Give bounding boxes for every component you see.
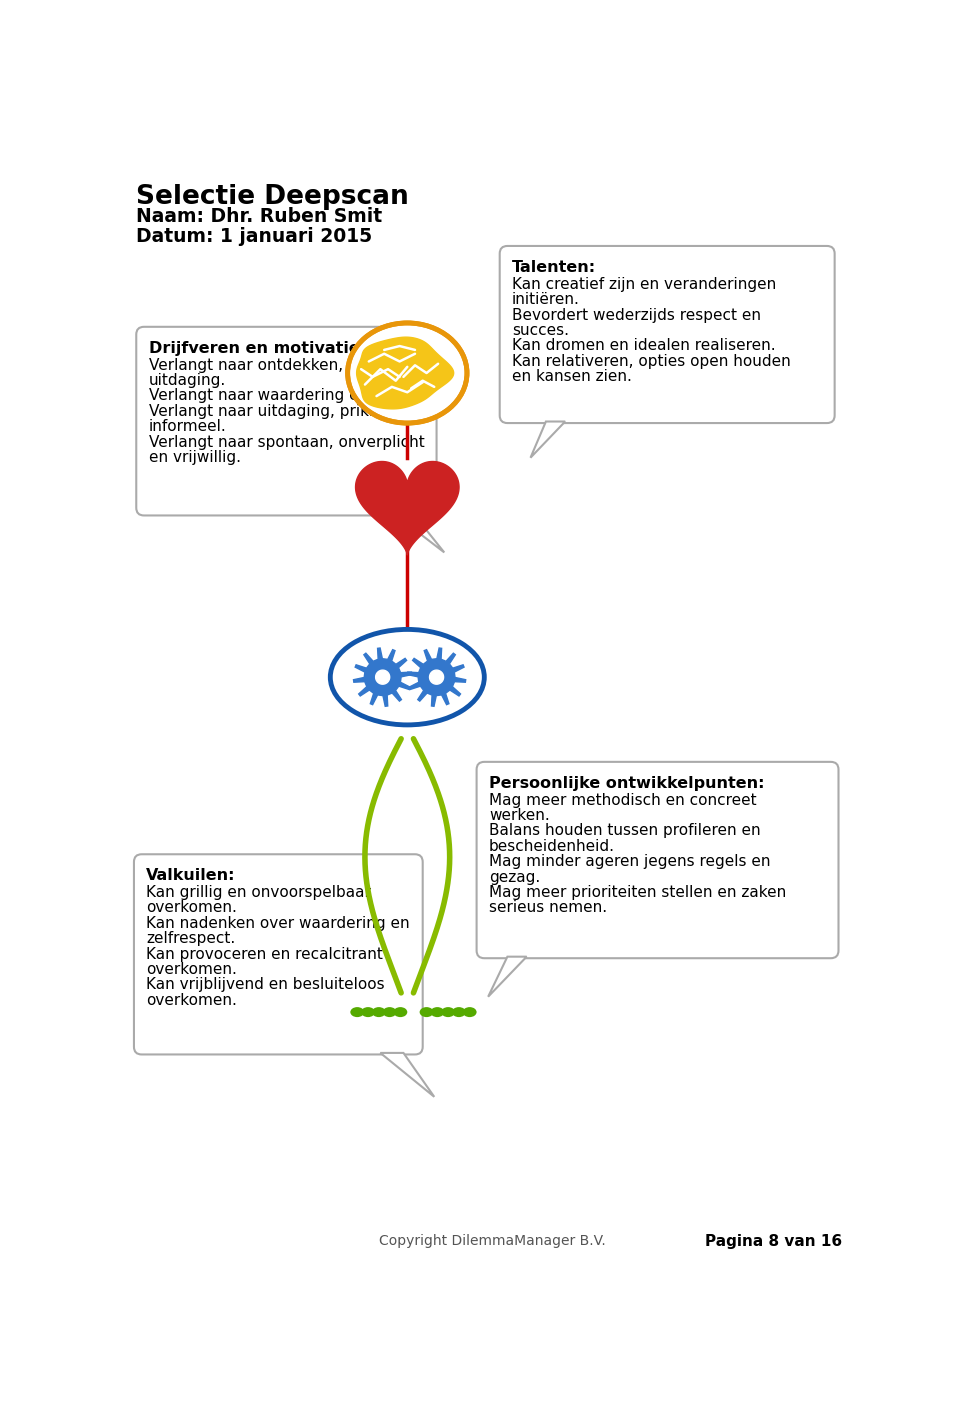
- Text: Copyright DilemmaManager B.V.: Copyright DilemmaManager B.V.: [378, 1233, 606, 1247]
- FancyBboxPatch shape: [476, 762, 838, 959]
- Polygon shape: [353, 648, 412, 707]
- Text: Mag meer prioriteiten stellen en zaken: Mag meer prioriteiten stellen en zaken: [489, 886, 786, 900]
- Text: Verlangt naar waardering en respect.: Verlangt naar waardering en respect.: [149, 389, 435, 404]
- Ellipse shape: [420, 1007, 434, 1017]
- Text: uitdaging.: uitdaging.: [149, 373, 226, 389]
- Text: informeel.: informeel.: [149, 420, 227, 434]
- Polygon shape: [395, 514, 444, 552]
- Text: overkomen.: overkomen.: [146, 993, 237, 1008]
- Text: en kansen zien.: en kansen zien.: [512, 369, 632, 384]
- Text: Drijfveren en motivatie:: Drijfveren en motivatie:: [149, 341, 366, 356]
- Polygon shape: [531, 421, 565, 458]
- Ellipse shape: [394, 1007, 407, 1017]
- FancyBboxPatch shape: [500, 246, 834, 422]
- Text: zelfrespect.: zelfrespect.: [146, 931, 235, 946]
- Text: Kan vrijblijvend en besluiteloos: Kan vrijblijvend en besluiteloos: [146, 977, 385, 993]
- Text: Kan creatief zijn en veranderingen: Kan creatief zijn en veranderingen: [512, 277, 777, 291]
- Text: Kan relativeren, opties open houden: Kan relativeren, opties open houden: [512, 353, 791, 369]
- Text: Valkuilen:: Valkuilen:: [146, 869, 236, 883]
- Text: Persoonlijke ontwikkelpunten:: Persoonlijke ontwikkelpunten:: [489, 776, 764, 791]
- Text: Selectie Deepscan: Selectie Deepscan: [136, 184, 409, 210]
- Ellipse shape: [452, 1007, 466, 1017]
- Text: overkomen.: overkomen.: [146, 962, 237, 977]
- Ellipse shape: [463, 1007, 476, 1017]
- Polygon shape: [407, 648, 466, 707]
- Polygon shape: [356, 337, 454, 408]
- Ellipse shape: [350, 1007, 364, 1017]
- Ellipse shape: [430, 1007, 444, 1017]
- Text: Talenten:: Talenten:: [512, 260, 596, 275]
- Text: Balans houden tussen profileren en: Balans houden tussen profileren en: [489, 824, 760, 838]
- Polygon shape: [380, 1053, 434, 1097]
- FancyBboxPatch shape: [136, 327, 437, 515]
- Text: serieus nemen.: serieus nemen.: [489, 901, 607, 915]
- Text: overkomen.: overkomen.: [146, 901, 237, 915]
- Ellipse shape: [361, 1007, 375, 1017]
- Text: Kan nadenken over waardering en: Kan nadenken over waardering en: [146, 915, 410, 931]
- Text: Mag meer methodisch en concreet: Mag meer methodisch en concreet: [489, 793, 756, 808]
- Text: succes.: succes.: [512, 322, 569, 338]
- Polygon shape: [355, 462, 459, 555]
- FancyBboxPatch shape: [134, 855, 422, 1055]
- Text: Kan grillig en onvoorspelbaar: Kan grillig en onvoorspelbaar: [146, 886, 372, 900]
- Text: Verlangt naar ontdekken, avontuur en: Verlangt naar ontdekken, avontuur en: [149, 358, 441, 373]
- Text: bescheidenheid.: bescheidenheid.: [489, 839, 615, 853]
- Polygon shape: [488, 956, 527, 997]
- Ellipse shape: [383, 1007, 396, 1017]
- Text: Naam: Dhr. Ruben Smit: Naam: Dhr. Ruben Smit: [136, 207, 382, 227]
- Text: en vrijwillig.: en vrijwillig.: [149, 451, 241, 465]
- Text: werken.: werken.: [489, 808, 550, 824]
- Text: Bevordert wederzijds respect en: Bevordert wederzijds respect en: [512, 307, 761, 322]
- Text: initiëren.: initiëren.: [512, 293, 580, 307]
- Text: Verlangt naar spontaan, onverplicht: Verlangt naar spontaan, onverplicht: [149, 435, 424, 449]
- Text: Verlangt naar uitdaging, prikkeling en: Verlangt naar uitdaging, prikkeling en: [149, 404, 439, 418]
- Text: Pagina 8 van 16: Pagina 8 van 16: [706, 1233, 842, 1249]
- Text: gezag.: gezag.: [489, 870, 540, 884]
- Ellipse shape: [442, 1007, 455, 1017]
- Text: Mag minder ageren jegens regels en: Mag minder ageren jegens regels en: [489, 855, 771, 869]
- Polygon shape: [375, 670, 390, 684]
- Ellipse shape: [330, 629, 484, 725]
- Text: Kan provoceren en recalcitrant: Kan provoceren en recalcitrant: [146, 946, 383, 962]
- Text: Kan dromen en idealen realiseren.: Kan dromen en idealen realiseren.: [512, 338, 776, 353]
- Ellipse shape: [372, 1007, 386, 1017]
- Text: Datum: 1 januari 2015: Datum: 1 januari 2015: [136, 228, 372, 246]
- Polygon shape: [429, 670, 444, 684]
- Ellipse shape: [348, 322, 467, 422]
